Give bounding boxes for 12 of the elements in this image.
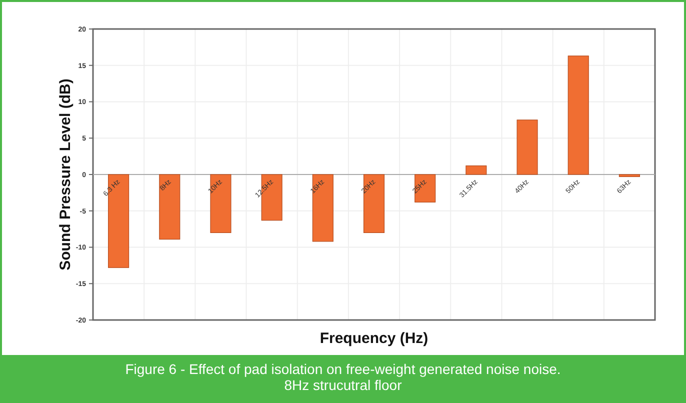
bar: [312, 174, 334, 242]
bar: [466, 165, 487, 175]
bar: [618, 174, 640, 177]
bar: [159, 174, 180, 240]
bar: [363, 174, 385, 233]
bar: [210, 174, 232, 233]
bar: [414, 174, 436, 202]
bar: [568, 56, 589, 175]
x-axis-title: Frequency (Hz): [320, 330, 428, 347]
bar: [516, 120, 538, 175]
y-axis-title: Sound Pressure Level (dB): [57, 78, 74, 270]
text: Figure 6 - Effect of pad isolation on free-weight generated noise noise. 8Hz strucutral floor: [125, 361, 561, 393]
